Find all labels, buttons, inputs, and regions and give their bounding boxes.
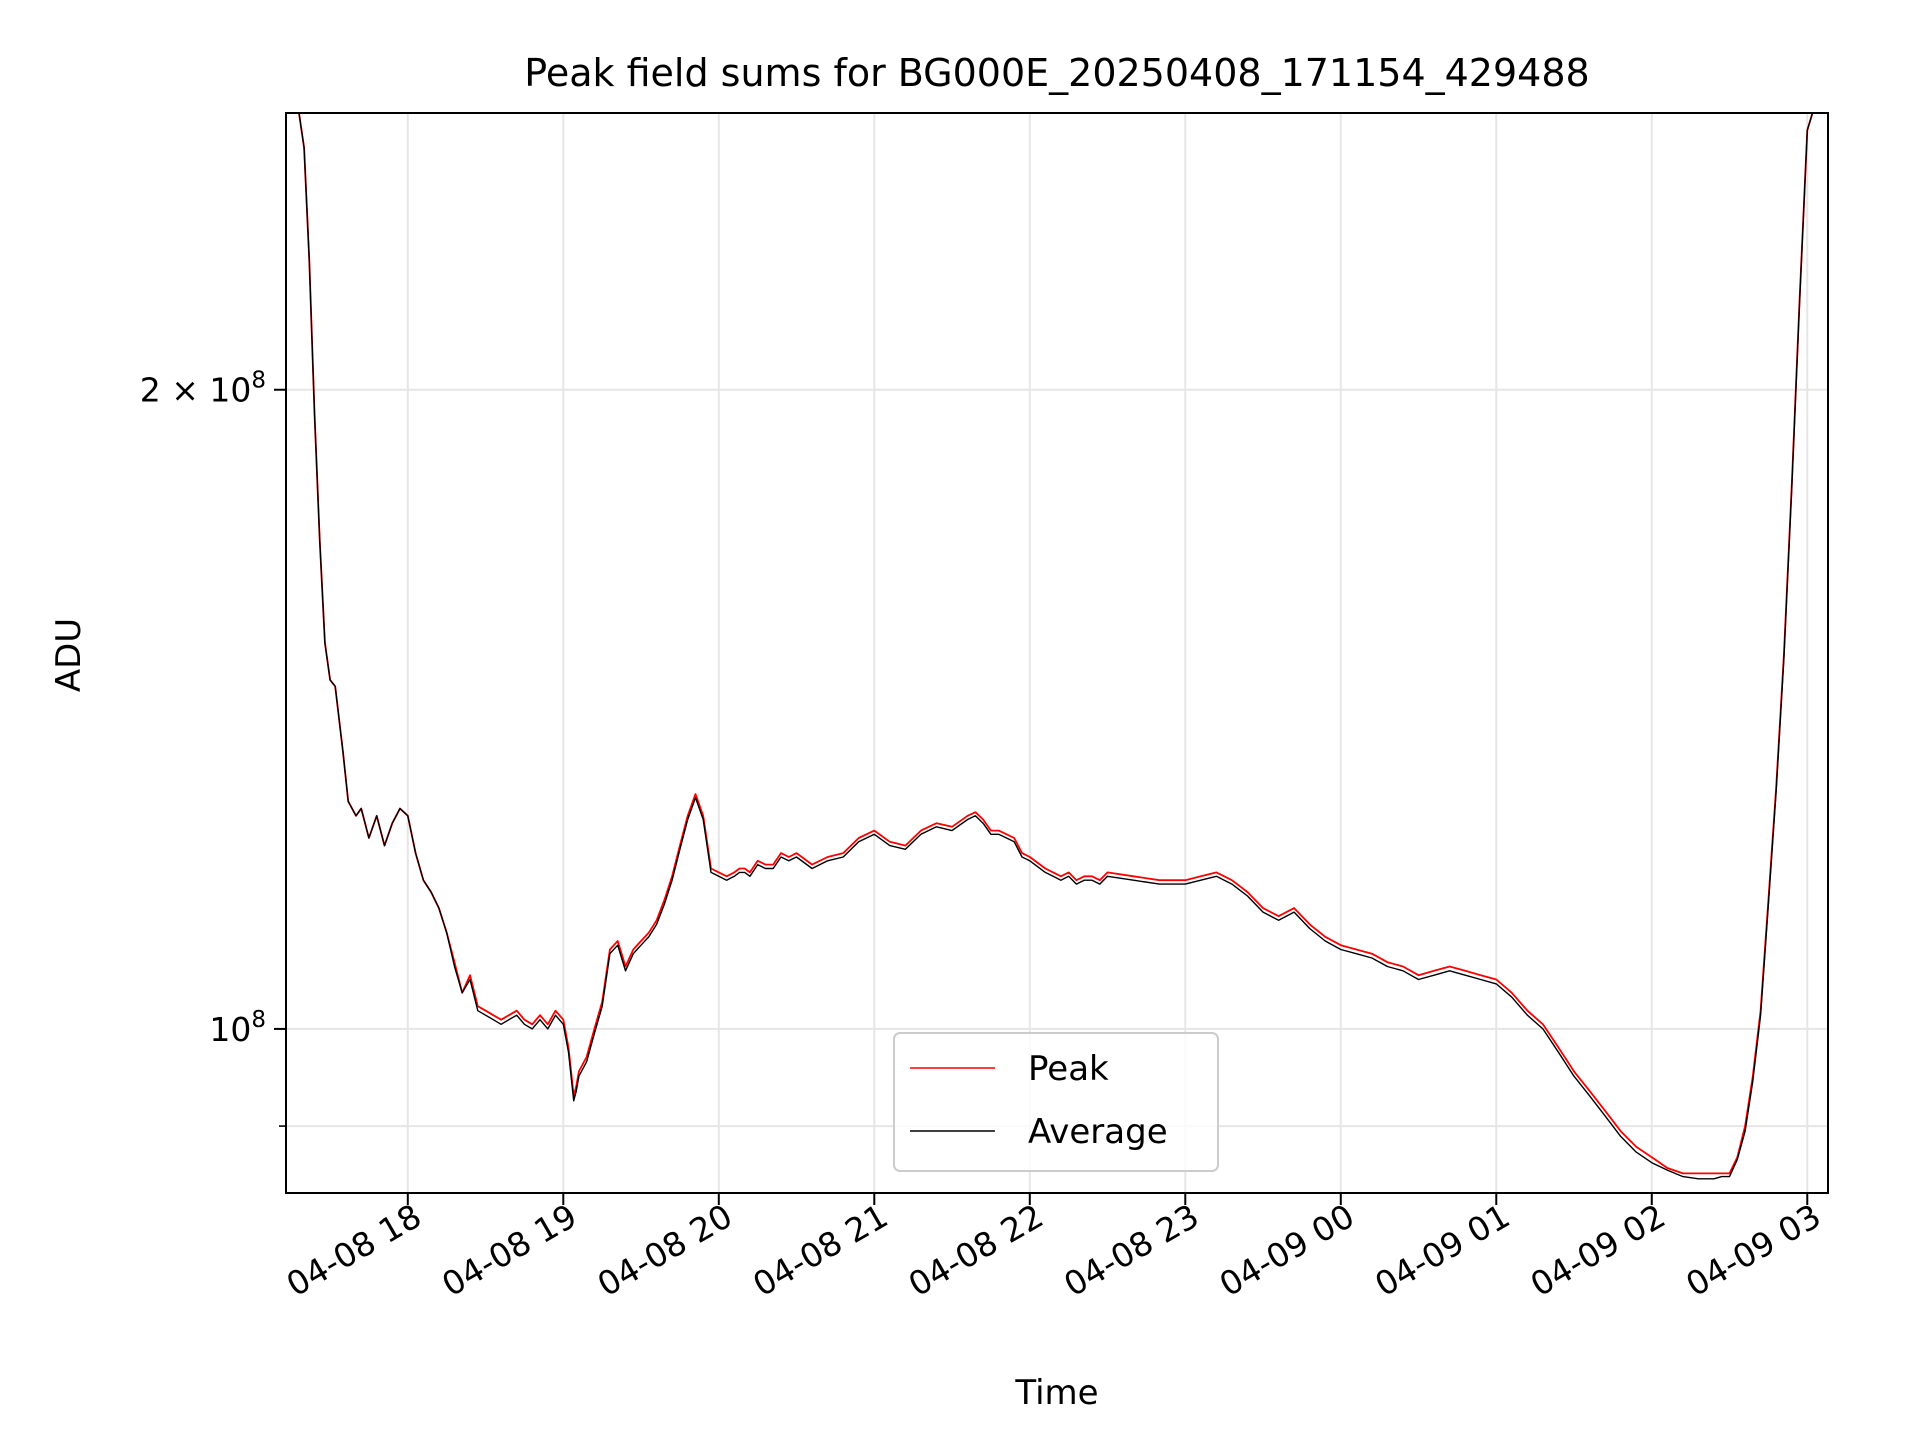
y-axis: 2 × 108 108: [140, 368, 286, 1127]
grid-lines: [286, 113, 1828, 1193]
y-axis-label: ADU: [49, 618, 89, 692]
series-line-average: [286, 113, 1828, 1180]
y-tick-label: 108: [209, 1007, 266, 1049]
chart-title: Peak field sums for BG000E_20250408_1711…: [524, 51, 1589, 95]
y-tick-label: 2 × 108: [140, 368, 266, 410]
plot-frame: [285, 112, 1829, 1194]
series-layer: [286, 113, 1828, 1180]
x-axis-label: Time: [1014, 1373, 1098, 1413]
legend-label-peak: Peak: [1028, 1049, 1109, 1089]
legend-label-average: Average: [1028, 1112, 1168, 1152]
legend: Peak Average: [893, 1032, 1219, 1172]
